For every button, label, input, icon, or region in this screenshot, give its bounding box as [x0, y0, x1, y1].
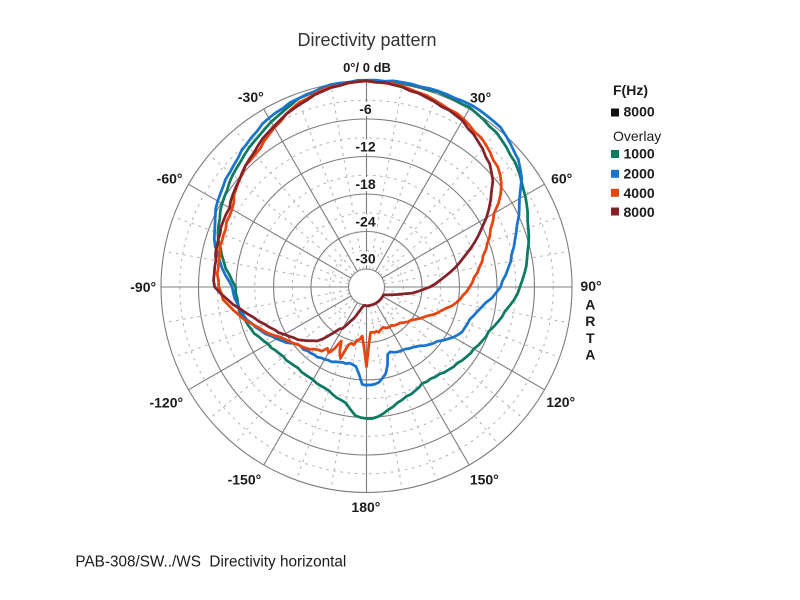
- svg-text:90°: 90°: [580, 278, 601, 294]
- svg-text:-90°: -90°: [130, 279, 156, 295]
- svg-text:Overlay: Overlay: [613, 128, 661, 144]
- svg-text:-18: -18: [355, 176, 375, 192]
- svg-text:8000: 8000: [624, 104, 655, 120]
- svg-text:-60°: -60°: [157, 171, 183, 187]
- svg-text:-30: -30: [355, 250, 375, 266]
- svg-text:-30°: -30°: [238, 89, 264, 105]
- svg-text:150°: 150°: [470, 472, 499, 488]
- svg-text:-12: -12: [355, 139, 375, 155]
- svg-text:-150°: -150°: [228, 471, 262, 487]
- svg-text:T: T: [586, 330, 595, 346]
- svg-text:60°: 60°: [551, 171, 572, 187]
- svg-text:A: A: [585, 347, 595, 363]
- svg-text:120°: 120°: [546, 394, 575, 410]
- svg-text:1000: 1000: [624, 146, 655, 162]
- svg-text:-120°: -120°: [149, 394, 183, 410]
- svg-text:30°: 30°: [470, 89, 491, 105]
- svg-text:-24: -24: [355, 214, 375, 230]
- svg-text:8000: 8000: [624, 204, 655, 220]
- svg-text:180°: 180°: [351, 499, 380, 515]
- svg-text:F(Hz): F(Hz): [613, 82, 648, 98]
- svg-text:Directivity pattern: Directivity pattern: [297, 30, 436, 50]
- svg-text:-6: -6: [359, 101, 372, 117]
- svg-text:A: A: [585, 296, 595, 312]
- svg-text:R: R: [585, 313, 595, 329]
- svg-text:2000: 2000: [624, 165, 655, 181]
- svg-text:4000: 4000: [624, 185, 655, 201]
- svg-text:0°/ 0 dB: 0°/ 0 dB: [343, 60, 391, 75]
- svg-text:PAB-308/SW../WS Directivity h: PAB-308/SW../WS Directivity horizontal: [75, 554, 346, 571]
